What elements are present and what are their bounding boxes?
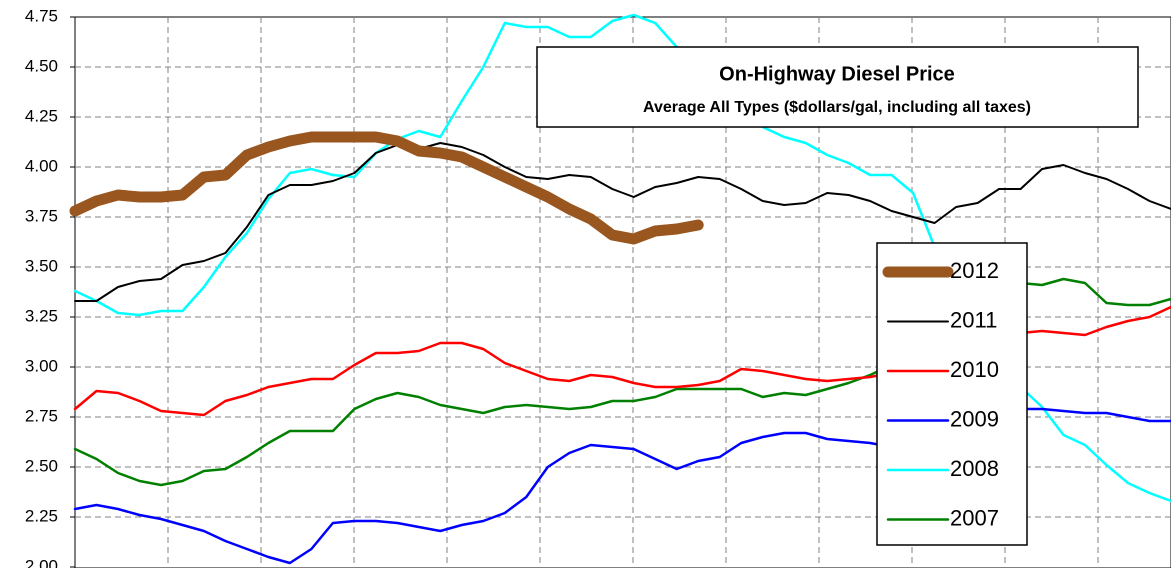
legend-label: 2008	[950, 456, 999, 481]
y-tick-label: 4.50	[25, 56, 58, 75]
y-tick-label: 3.00	[25, 356, 58, 375]
y-tick-label: 3.50	[25, 256, 58, 275]
y-tick-label: 4.75	[25, 6, 58, 25]
y-tick-label: 2.00	[25, 556, 58, 568]
legend-label: 2007	[950, 505, 999, 530]
title-frame	[536, 46, 1139, 128]
y-tick-label: 2.75	[25, 406, 58, 425]
y-tick-label: 2.50	[25, 456, 58, 475]
y-tick-label: 4.25	[25, 106, 58, 125]
legend-label: 2012	[950, 258, 999, 283]
series-line	[69, 131, 704, 245]
legend-frame	[876, 242, 1028, 546]
y-tick-label: 3.25	[25, 306, 58, 325]
title-box: On-Highway Diesel Price Average All Type…	[536, 46, 1139, 128]
chart-subtitle: Average All Types ($dollars/gal, includi…	[643, 99, 1031, 116]
legend-label: 2009	[950, 406, 999, 431]
legend: 2012 2011 2010 2009 2008 2007	[876, 242, 1028, 546]
series-line	[74, 142, 1171, 302]
chart-title: On-Highway Diesel Price	[719, 63, 955, 85]
y-tick-label: 4.00	[25, 156, 58, 175]
legend-label: 2011	[950, 307, 997, 332]
y-tick-label: 2.25	[25, 506, 58, 525]
y-tick-label: 3.75	[25, 206, 58, 225]
y-axis: 2.00 2.25 2.50 2.75 3.00 3.25 3.50 3.75 4.00 4.25…	[25, 6, 75, 568]
legend-label: 2010	[950, 357, 999, 382]
